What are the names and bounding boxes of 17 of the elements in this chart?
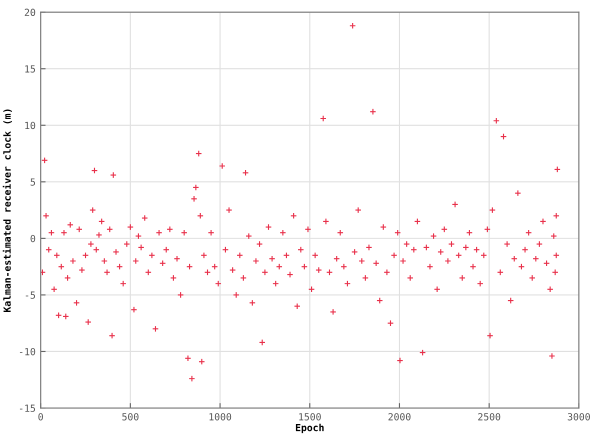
x-tick-label: 0 (38, 413, 43, 420)
x-tick-label: 500 (122, 413, 139, 420)
y-tick-label: -10 (20, 348, 36, 356)
y-tick-label: 10 (25, 122, 36, 130)
y-tick-label: 0 (30, 234, 36, 242)
y-tick-label: 15 (25, 65, 36, 73)
y-tick-label: 5 (30, 178, 36, 186)
y-axis-title: Kalman-estimated receiver clock (m) (2, 109, 12, 312)
y-tick-label: -15 (20, 404, 36, 412)
x-tick-label: 2000 (388, 413, 411, 420)
y-tick-label: -5 (26, 292, 36, 299)
x-tick-label: 1500 (299, 413, 321, 420)
x-axis-title: Epoch (296, 424, 324, 434)
x-tick-label: 3000 (568, 413, 590, 420)
y-tick-label: 20 (24, 8, 36, 16)
x-tick-label: 2500 (478, 413, 500, 420)
x-tick-label: 1000 (210, 413, 232, 420)
